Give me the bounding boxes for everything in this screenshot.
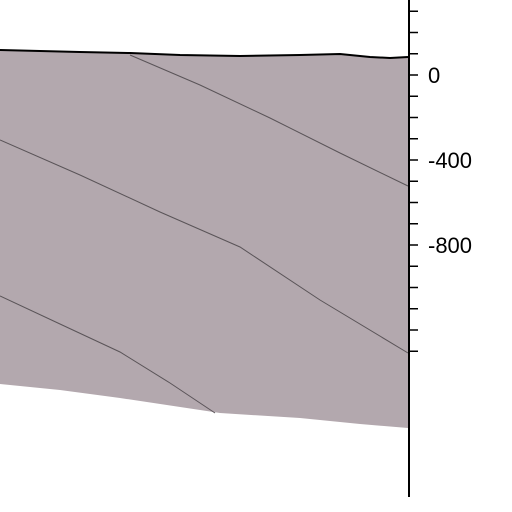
layer-boundary-3 [0,295,216,414]
layer-boundary-1 [129,54,409,187]
cross-section-body [0,50,408,428]
depth-axis-tick-labels: 0 -400 -800 [428,63,472,258]
depth-axis-tick-label: 0 [428,63,440,88]
depth-axis-tick-label: -400 [428,148,472,173]
layer-boundary-2 [0,139,409,354]
depth-axis-minor-ticks [409,10,418,352]
depth-axis-tick-label: -800 [428,233,472,258]
surface-line [0,49,409,60]
depth-axis: 0 -400 -800 [408,0,472,497]
